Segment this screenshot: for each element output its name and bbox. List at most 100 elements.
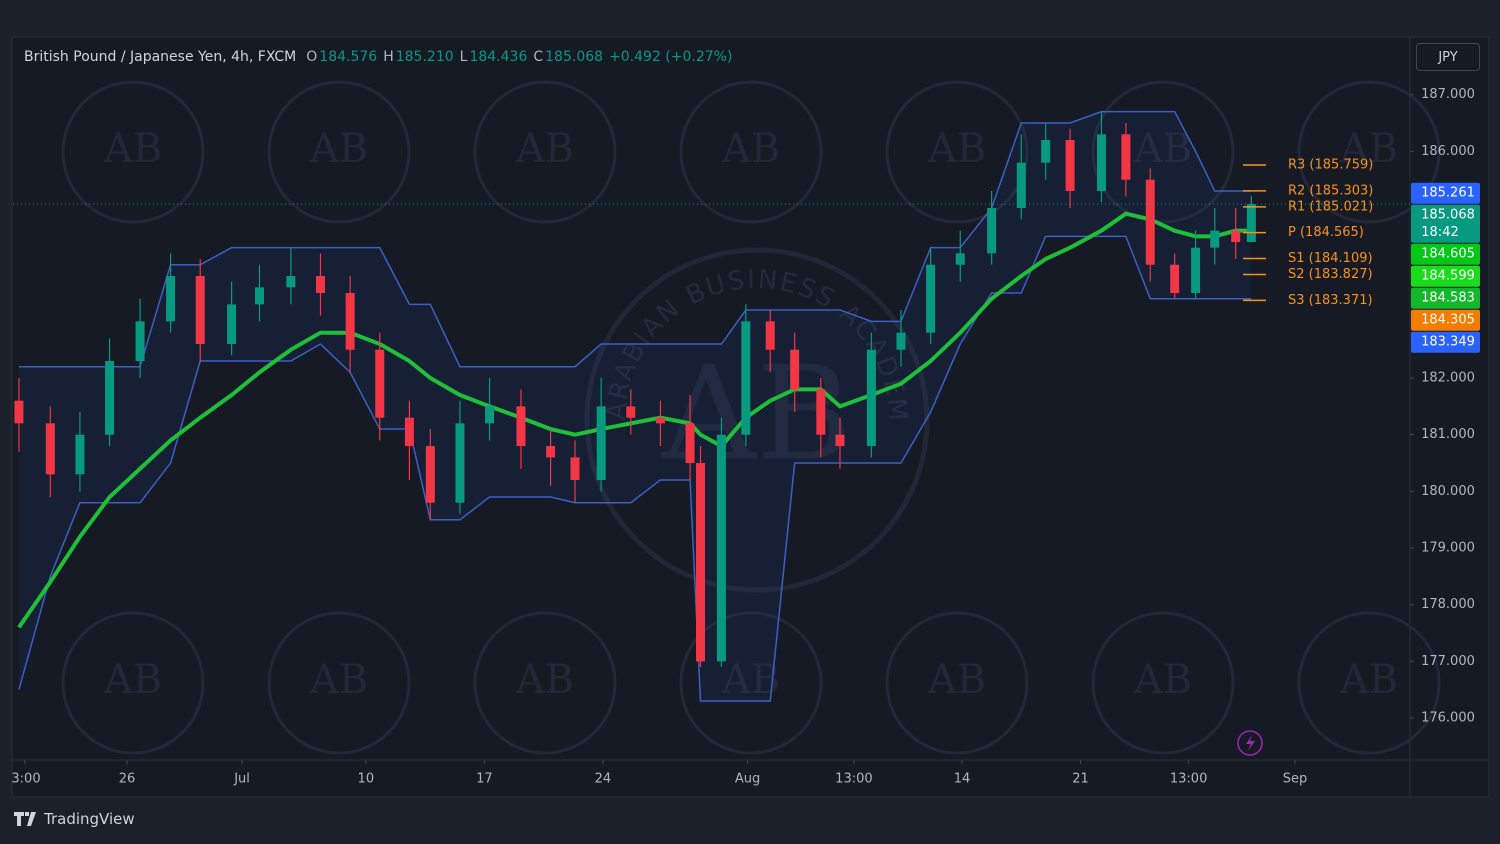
pivot-label: R1 (185.021) bbox=[1288, 199, 1373, 214]
watermark-circle bbox=[885, 80, 1029, 224]
candle-body bbox=[1065, 140, 1075, 192]
x-tick-label: 13:00 bbox=[835, 772, 872, 787]
watermark-text: AB bbox=[309, 657, 368, 703]
candle-body bbox=[816, 389, 826, 435]
ohlc-key: H bbox=[383, 49, 394, 65]
watermark-circle bbox=[1297, 80, 1441, 224]
change: +0.492 (+0.27%) bbox=[609, 49, 733, 65]
y-tick-label: 176.000 bbox=[1421, 711, 1475, 726]
candle-body bbox=[316, 276, 326, 294]
ohlc-key: L bbox=[459, 49, 468, 65]
watermark-big-circle bbox=[584, 247, 930, 593]
candle-body bbox=[741, 321, 751, 435]
candle-body bbox=[1210, 230, 1220, 248]
x-tick-label: 24 bbox=[595, 772, 612, 787]
candle-body bbox=[195, 276, 205, 345]
symbol: British Pound / Japanese Yen, 4h, FXCM bbox=[24, 49, 297, 65]
candle-body bbox=[955, 253, 965, 265]
candle-body bbox=[254, 287, 264, 305]
candle-body bbox=[404, 417, 414, 447]
watermark-circle bbox=[679, 611, 823, 755]
currency-button[interactable]: JPY bbox=[1416, 43, 1480, 71]
y-tick-label: 181.000 bbox=[1421, 427, 1475, 442]
ohlc-value: 185.210 bbox=[395, 49, 454, 65]
ohlc-key: C bbox=[533, 49, 544, 65]
plot-area bbox=[13, 110, 1410, 702]
candle-body bbox=[1096, 134, 1106, 192]
price-label-box bbox=[1411, 182, 1480, 204]
price-label-box bbox=[1411, 309, 1480, 331]
candle-body bbox=[227, 304, 237, 345]
alert-icon[interactable] bbox=[1237, 730, 1263, 756]
candle-body bbox=[596, 406, 606, 481]
watermark-circle bbox=[1091, 611, 1235, 755]
candle-body bbox=[926, 264, 936, 333]
x-tick-label: 21 bbox=[1072, 772, 1089, 787]
watermark-text: AB bbox=[1339, 126, 1398, 172]
watermark-text: AB bbox=[721, 126, 780, 172]
watermark-text: AB bbox=[1133, 657, 1192, 703]
watermark-circle bbox=[61, 611, 205, 755]
price-label-box bbox=[1411, 204, 1480, 243]
price-label-box bbox=[1411, 331, 1480, 353]
candle-body bbox=[1121, 134, 1131, 180]
candle-body bbox=[286, 276, 296, 288]
x-tick-label: 13:00 bbox=[1170, 772, 1207, 787]
candle-body bbox=[455, 423, 465, 503]
candle-body bbox=[716, 434, 726, 662]
candle-body bbox=[655, 417, 665, 424]
price-label: 184.599 bbox=[1421, 269, 1475, 284]
y-tick-label: 180.000 bbox=[1421, 484, 1475, 499]
candle-body bbox=[1246, 204, 1256, 243]
axes: 187.000 186.000 182.000 181.000 180.000 179.0… bbox=[11, 87, 1480, 787]
watermark-circle bbox=[267, 611, 411, 755]
pivot-label: R3 (185.759) bbox=[1288, 158, 1373, 173]
candle-body bbox=[835, 434, 845, 447]
price-label: 184.583 bbox=[1421, 291, 1475, 306]
watermark-circle bbox=[267, 80, 411, 224]
candle-body bbox=[546, 446, 556, 458]
chart-panel bbox=[11, 36, 1490, 798]
price-label-box bbox=[1411, 265, 1480, 287]
candle-body bbox=[896, 332, 906, 350]
watermark-circle bbox=[61, 80, 205, 224]
watermark-text: AB bbox=[1133, 126, 1192, 172]
candle-body bbox=[790, 349, 800, 390]
y-tick-label: 179.000 bbox=[1421, 541, 1475, 556]
watermark-text: AB bbox=[309, 126, 368, 172]
brand-name: TradingView bbox=[44, 810, 135, 828]
overlay-line bbox=[18, 110, 1252, 368]
alert-bolt bbox=[1246, 735, 1255, 751]
x-tick-label: Aug bbox=[735, 772, 760, 787]
price-label: 184.605 bbox=[1421, 247, 1475, 262]
candle-body bbox=[425, 446, 435, 503]
watermark-text: AB bbox=[103, 126, 162, 172]
candle-body bbox=[166, 276, 176, 322]
candle-body bbox=[1041, 140, 1051, 163]
watermark-text: AB bbox=[515, 126, 574, 172]
ohlc-value: 184.576 bbox=[319, 49, 378, 65]
ohlc-key: O bbox=[306, 49, 318, 65]
watermark-circle bbox=[1297, 611, 1441, 755]
pivot-label: S2 (183.827) bbox=[1288, 267, 1373, 282]
ohlc-value: 184.436 bbox=[469, 49, 528, 65]
candle-body bbox=[345, 293, 355, 350]
pivot-label: P (184.565) bbox=[1288, 225, 1364, 240]
ohlc: O 184.576 H 185.210 L 184.436 C 185.068 bbox=[302, 49, 603, 65]
price-label: 185.068 bbox=[1421, 208, 1475, 223]
candle-body bbox=[685, 423, 695, 464]
candle-body bbox=[1191, 247, 1201, 294]
candle-body bbox=[1145, 179, 1155, 265]
y-tick-label: 177.000 bbox=[1421, 654, 1475, 669]
overlay-line bbox=[18, 235, 1252, 702]
watermark-text: AB bbox=[1339, 657, 1398, 703]
candle-body bbox=[14, 400, 24, 424]
candle-body bbox=[135, 321, 145, 362]
price-label-box bbox=[1411, 243, 1480, 265]
watermark-circle bbox=[1091, 80, 1235, 224]
countdown: 18:42 bbox=[1421, 225, 1458, 240]
candle-body bbox=[45, 423, 55, 475]
x-tick-label: 26 bbox=[119, 772, 136, 787]
